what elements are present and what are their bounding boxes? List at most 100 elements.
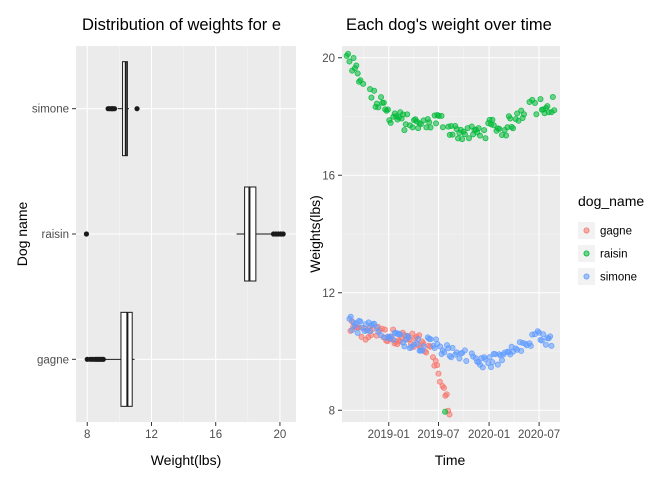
scatter-point bbox=[486, 354, 493, 361]
scatter-point bbox=[358, 333, 365, 340]
scatter-point bbox=[390, 336, 397, 343]
scatter-point bbox=[404, 111, 411, 118]
scatter-point bbox=[409, 330, 416, 337]
boxplot-y-tick-label: gagne bbox=[37, 354, 69, 366]
scatter-x-tick-label: 2020-07 bbox=[518, 429, 560, 441]
scatter-point bbox=[346, 58, 353, 65]
scatter-title: Each dog's weight over time bbox=[346, 16, 552, 34]
scatter-point bbox=[456, 355, 463, 362]
scatter-point bbox=[551, 107, 558, 114]
scatter-point bbox=[544, 103, 551, 110]
scatter-y-tick-label: 12 bbox=[322, 288, 335, 300]
scatter-point bbox=[442, 408, 449, 415]
box-outlier-point bbox=[134, 106, 140, 112]
scatter-point bbox=[507, 115, 514, 122]
legend: dog_name gagne raisin simone bbox=[578, 193, 644, 285]
scatter-point bbox=[446, 411, 453, 418]
scatter-point bbox=[443, 391, 450, 398]
scatter-point bbox=[426, 119, 433, 126]
scatter-point bbox=[548, 342, 555, 349]
scatter-point bbox=[427, 124, 434, 131]
scatter-y-axis-title: Weights(lbs) bbox=[307, 195, 323, 273]
scatter-point bbox=[433, 120, 440, 127]
scatter-point bbox=[538, 337, 545, 344]
box-outlier-point bbox=[83, 231, 90, 237]
scatter-point bbox=[360, 80, 367, 87]
scatter-point bbox=[479, 364, 486, 371]
scatter-point bbox=[461, 347, 468, 354]
scatter-point bbox=[489, 359, 496, 366]
scatter-point bbox=[405, 334, 412, 341]
scatter-point bbox=[494, 361, 501, 368]
box-outlier-point bbox=[100, 356, 106, 362]
scatter-point bbox=[349, 327, 356, 334]
scatter-point bbox=[531, 100, 538, 107]
box-gagne bbox=[84, 311, 135, 407]
scatter-point bbox=[381, 326, 388, 333]
scatter-point bbox=[427, 336, 434, 343]
scatter-point bbox=[436, 378, 443, 385]
scatter-point bbox=[547, 333, 554, 340]
boxplot-y-tick-label: raisin bbox=[42, 229, 69, 241]
scatter-point bbox=[549, 94, 556, 101]
scatter-point bbox=[518, 347, 525, 354]
scatter-point bbox=[387, 119, 394, 126]
scatter-point bbox=[401, 127, 408, 134]
scatter-chart: Each dog's weight over time 2019-01 2019-… bbox=[307, 16, 560, 468]
scatter-point bbox=[380, 99, 387, 106]
scatter-point bbox=[496, 125, 503, 132]
box-outlier-point bbox=[111, 106, 118, 112]
scatter-x-axis-title: Time bbox=[435, 452, 466, 468]
scatter-x-tick-label: 2020-01 bbox=[468, 429, 510, 441]
scatter-point bbox=[368, 94, 375, 101]
scatter-point bbox=[514, 110, 521, 117]
scatter-point bbox=[520, 111, 527, 118]
scatter-point bbox=[371, 320, 378, 327]
scatter-point bbox=[439, 124, 446, 131]
scatter-point bbox=[347, 313, 354, 320]
scatter-point bbox=[475, 125, 482, 132]
scatter-point bbox=[463, 357, 470, 364]
boxplot-x-tick-label: 16 bbox=[209, 429, 222, 441]
scatter-point bbox=[367, 328, 374, 335]
scatter-point bbox=[466, 135, 473, 142]
boxplot-y-axis-title: Dog name bbox=[14, 201, 30, 266]
legend-label-raisin: raisin bbox=[600, 249, 627, 261]
scatter-point bbox=[540, 331, 547, 338]
scatter-x-tick-label: 2019-01 bbox=[368, 429, 410, 441]
scatter-point bbox=[477, 132, 484, 139]
scatter-point bbox=[542, 341, 549, 348]
scatter-point bbox=[438, 112, 445, 119]
scatter-point bbox=[435, 370, 442, 377]
scatter-point bbox=[378, 94, 385, 101]
boxplot-x-tick-label: 12 bbox=[145, 429, 158, 441]
scatter-point bbox=[487, 364, 494, 371]
box-outlier-point bbox=[280, 231, 286, 237]
scatter-point bbox=[481, 127, 488, 134]
scatter-point bbox=[434, 362, 441, 369]
scatter-point bbox=[441, 349, 448, 356]
scatter-point bbox=[420, 343, 427, 350]
scatter-point bbox=[384, 106, 391, 113]
scatter-point bbox=[350, 54, 357, 61]
scatter-point bbox=[515, 117, 522, 124]
scatter-point bbox=[397, 331, 404, 338]
scatter-point bbox=[461, 131, 468, 138]
scatter-point bbox=[503, 132, 510, 139]
legend-title: dog_name bbox=[578, 193, 644, 209]
boxplot-x-tick-label: 8 bbox=[84, 429, 90, 441]
scatter-point bbox=[357, 318, 364, 325]
scatter-y-tick-label: 20 bbox=[322, 53, 335, 65]
scatter-point bbox=[537, 96, 544, 103]
scatter-point bbox=[375, 104, 382, 111]
scatter-point bbox=[533, 111, 540, 118]
legend-marker-simone bbox=[583, 273, 590, 280]
boxplot-x-axis-title: Weight(lbs) bbox=[151, 452, 222, 468]
scatter-point bbox=[490, 122, 497, 129]
scatter-point bbox=[440, 384, 447, 391]
scatter-point bbox=[449, 131, 456, 138]
boxplot-title: Distribution of weights for e bbox=[82, 16, 281, 34]
scatter-y-tick-label: 8 bbox=[329, 405, 335, 417]
scatter-x-tick-label: 2019-07 bbox=[417, 429, 459, 441]
